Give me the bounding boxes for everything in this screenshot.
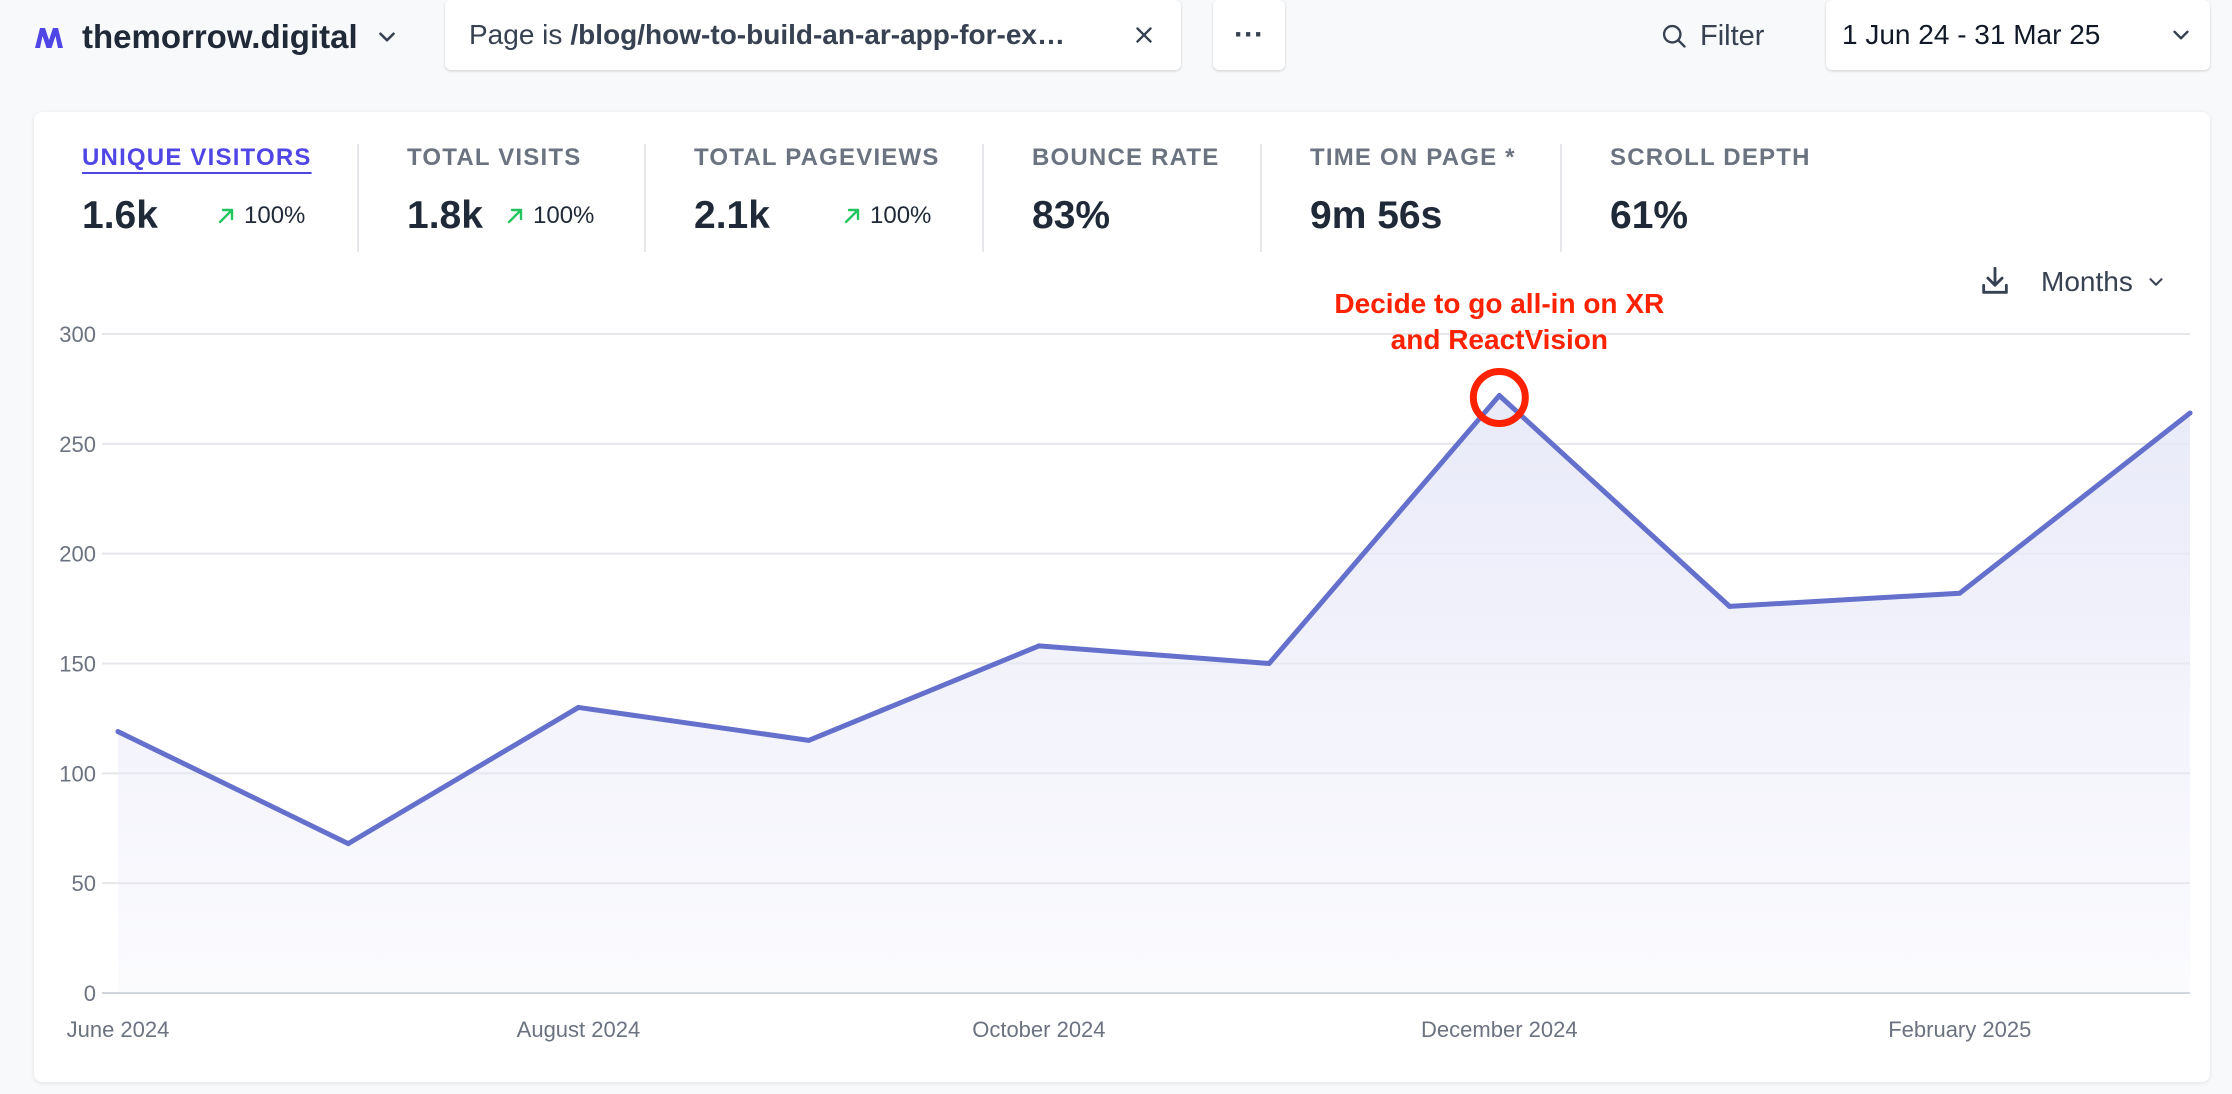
metric-divider: [644, 144, 646, 252]
site-name: themorrow.digital: [82, 18, 358, 55]
metric-change: 100%: [503, 202, 594, 230]
site-switcher[interactable]: themorrow.digital: [32, 16, 400, 58]
metric-divider: [1560, 144, 1562, 252]
metric-label: BOUNCE RATE: [1032, 144, 1220, 171]
metric-divider: [982, 144, 984, 252]
metric-label: TOTAL PAGEVIEWS: [694, 144, 940, 171]
metric-label: SCROLL DEPTH: [1610, 144, 1811, 171]
metric-label: TIME ON PAGE *: [1310, 144, 1516, 171]
stats-panel: UNIQUE VISITORS 1.6k 100% TOTAL VISITS 1…: [34, 112, 2210, 1082]
filter-value: /blog/how-to-build-an-ar-app-for-ex…: [570, 19, 1065, 50]
filter-prefix: Page is: [469, 19, 563, 50]
metric-change-value: 100%: [533, 202, 595, 229]
metric-divider: [1260, 144, 1262, 252]
metric-value: 1.8k: [407, 194, 483, 237]
metric-change-value: 100%: [244, 202, 306, 229]
interval-selector[interactable]: Months: [2041, 264, 2167, 300]
site-logo-icon: [35, 28, 63, 48]
metric-scroll-depth[interactable]: SCROLL DEPTH 61%: [1610, 144, 1811, 238]
chevron-down-icon: [2173, 30, 2189, 40]
metric-total-visits[interactable]: TOTAL VISITS 1.8k 100%: [407, 144, 594, 238]
metric-value: 83%: [1032, 194, 1111, 237]
date-range-label: 1 Jun 24 - 31 Mar 25: [1842, 19, 2101, 50]
search-icon: [1662, 24, 1686, 48]
filter-button[interactable]: Filter: [1660, 16, 1764, 56]
download-icon[interactable]: [1978, 264, 2012, 298]
metric-total-pageviews[interactable]: TOTAL PAGEVIEWS 2.1k 100%: [694, 144, 940, 238]
metric-change: 100%: [214, 202, 305, 230]
metric-change-value: 100%: [870, 202, 932, 229]
metric-bounce-rate[interactable]: BOUNCE RATE 83%: [1032, 144, 1219, 238]
metric-value: 9m 56s: [1310, 194, 1443, 237]
more-options-button[interactable]: ···: [1213, 0, 1285, 70]
arrow-up-right-icon: [507, 208, 523, 224]
metric-value: 61%: [1610, 194, 1689, 237]
filter-button-label: Filter: [1700, 19, 1765, 52]
close-icon[interactable]: [1131, 22, 1157, 48]
metric-divider: [357, 144, 359, 252]
arrow-up-right-icon: [218, 208, 234, 224]
chevron-down-icon: [2149, 278, 2163, 286]
interval-label: Months: [2041, 266, 2133, 297]
page-filter-pill[interactable]: Page is /blog/how-to-build-an-ar-app-for…: [445, 0, 1181, 70]
metric-label: UNIQUE VISITORS: [82, 144, 312, 171]
metric-unique-visitors[interactable]: UNIQUE VISITORS 1.6k 100%: [82, 144, 312, 238]
metric-label: TOTAL VISITS: [407, 144, 582, 171]
date-range-picker[interactable]: 1 Jun 24 - 31 Mar 25: [1826, 0, 2210, 70]
metric-value: 1.6k: [82, 194, 158, 237]
arrow-up-right-icon: [844, 208, 860, 224]
metric-time-on-page[interactable]: TIME ON PAGE * 9m 56s: [1310, 144, 1516, 238]
top-bar: themorrow.digital Page is /blog/how-to-b…: [0, 0, 2232, 95]
chevron-down-icon: [378, 32, 395, 42]
metric-change: 100%: [840, 202, 931, 230]
metric-value: 2.1k: [694, 194, 770, 237]
